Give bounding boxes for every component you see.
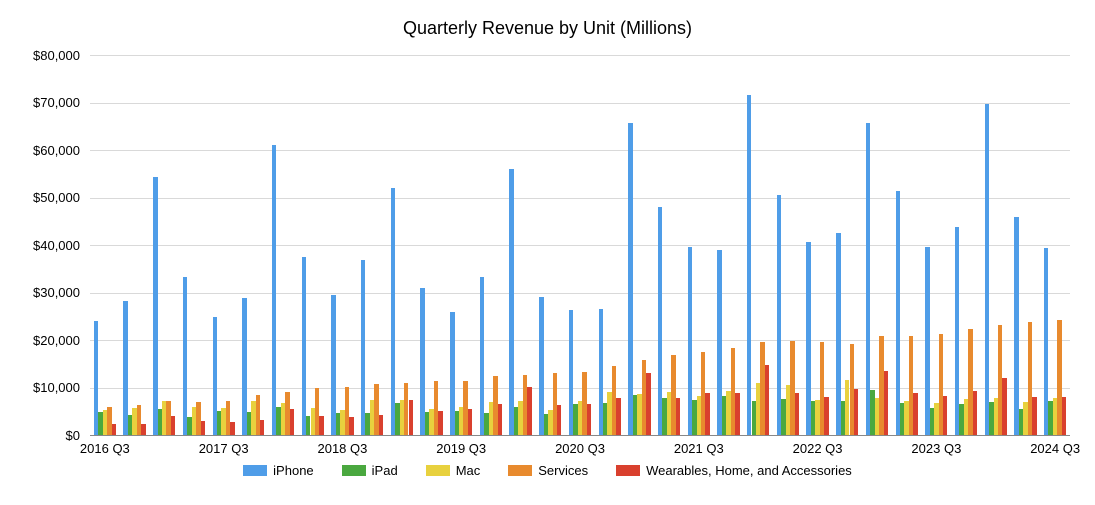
legend-swatch bbox=[508, 465, 532, 476]
legend-swatch bbox=[342, 465, 366, 476]
bar-wearables-home-and-accessories bbox=[557, 405, 561, 435]
legend-item: Wearables, Home, and Accessories bbox=[616, 463, 852, 478]
legend: iPhone iPad Mac Services Wearables, Home, an… bbox=[0, 463, 1095, 478]
legend-label: Wearables, Home, and Accessories bbox=[646, 463, 852, 478]
legend-item: iPhone bbox=[243, 463, 313, 478]
gridline bbox=[90, 340, 1070, 341]
gridline bbox=[90, 198, 1070, 199]
x-axis-label: 2018 Q3 bbox=[297, 441, 387, 456]
x-axis-label: 2023 Q3 bbox=[891, 441, 981, 456]
x-axis-label: 2022 Q3 bbox=[773, 441, 863, 456]
x-axis-label: 2024 Q3 bbox=[1010, 441, 1095, 456]
y-axis-label: $80,000 bbox=[0, 48, 80, 63]
bar-wearables-home-and-accessories bbox=[1032, 397, 1036, 435]
bar-iphone bbox=[747, 95, 751, 435]
legend-label: Services bbox=[538, 463, 588, 478]
bar-iphone bbox=[361, 260, 365, 435]
bar-wearables-home-and-accessories bbox=[646, 373, 650, 435]
bar-wearables-home-and-accessories bbox=[112, 424, 116, 435]
gridline bbox=[90, 293, 1070, 294]
bar-iphone bbox=[153, 177, 157, 435]
bar-wearables-home-and-accessories bbox=[498, 404, 502, 435]
bar-iphone bbox=[896, 191, 900, 435]
bar-wearables-home-and-accessories bbox=[913, 393, 917, 435]
gridline bbox=[90, 55, 1070, 56]
plot-area bbox=[90, 55, 1070, 436]
y-axis-label: $10,000 bbox=[0, 380, 80, 395]
bar-iphone bbox=[183, 277, 187, 435]
x-axis-label: 2016 Q3 bbox=[60, 441, 150, 456]
legend-item: Services bbox=[508, 463, 588, 478]
bar-wearables-home-and-accessories bbox=[587, 404, 591, 435]
x-axis-label: 2021 Q3 bbox=[654, 441, 744, 456]
y-axis-label: $70,000 bbox=[0, 95, 80, 110]
bar-wearables-home-and-accessories bbox=[705, 393, 709, 435]
bar-wearables-home-and-accessories bbox=[676, 398, 680, 435]
x-axis-label: 2020 Q3 bbox=[535, 441, 625, 456]
bar-wearables-home-and-accessories bbox=[765, 365, 769, 435]
gridline bbox=[90, 150, 1070, 151]
legend-label: iPad bbox=[372, 463, 398, 478]
chart-container: Quarterly Revenue by Unit (Millions) iPh… bbox=[0, 0, 1095, 505]
bar-wearables-home-and-accessories bbox=[824, 397, 828, 435]
bar-wearables-home-and-accessories bbox=[290, 409, 294, 435]
bar-iphone bbox=[509, 169, 513, 435]
bar-wearables-home-and-accessories bbox=[468, 409, 472, 435]
bar-wearables-home-and-accessories bbox=[171, 416, 175, 435]
x-axis-label: 2019 Q3 bbox=[416, 441, 506, 456]
legend-item: iPad bbox=[342, 463, 398, 478]
bar-iphone bbox=[391, 188, 395, 435]
gridline bbox=[90, 388, 1070, 389]
y-axis-label: $60,000 bbox=[0, 143, 80, 158]
bar-wearables-home-and-accessories bbox=[349, 417, 353, 435]
bar-wearables-home-and-accessories bbox=[438, 411, 442, 435]
legend-swatch bbox=[426, 465, 450, 476]
bar-wearables-home-and-accessories bbox=[141, 424, 145, 435]
legend-swatch bbox=[243, 465, 267, 476]
bar-iphone bbox=[1014, 217, 1018, 435]
bar-wearables-home-and-accessories bbox=[854, 389, 858, 435]
bar-wearables-home-and-accessories bbox=[795, 393, 799, 435]
chart-title: Quarterly Revenue by Unit (Millions) bbox=[0, 18, 1095, 39]
y-axis-label: $40,000 bbox=[0, 238, 80, 253]
bar-wearables-home-and-accessories bbox=[943, 396, 947, 435]
bar-iphone bbox=[302, 257, 306, 435]
bar-wearables-home-and-accessories bbox=[1062, 397, 1066, 435]
bar-wearables-home-and-accessories bbox=[616, 398, 620, 435]
y-axis-label: $50,000 bbox=[0, 190, 80, 205]
bar-wearables-home-and-accessories bbox=[409, 400, 413, 435]
bar-iphone bbox=[272, 145, 276, 435]
y-axis-label: $20,000 bbox=[0, 333, 80, 348]
bar-wearables-home-and-accessories bbox=[319, 416, 323, 435]
bar-iphone bbox=[480, 277, 484, 435]
bar-iphone bbox=[628, 123, 632, 435]
bar-wearables-home-and-accessories bbox=[735, 393, 739, 435]
bar-wearables-home-and-accessories bbox=[230, 422, 234, 435]
gridline bbox=[90, 103, 1070, 104]
bar-iphone bbox=[866, 123, 870, 435]
bar-wearables-home-and-accessories bbox=[260, 420, 264, 435]
bar-wearables-home-and-accessories bbox=[1002, 378, 1006, 435]
gridline bbox=[90, 245, 1070, 246]
bar-wearables-home-and-accessories bbox=[884, 371, 888, 435]
legend-item: Mac bbox=[426, 463, 481, 478]
y-axis-label: $30,000 bbox=[0, 285, 80, 300]
bar-wearables-home-and-accessories bbox=[201, 421, 205, 435]
bar-wearables-home-and-accessories bbox=[527, 387, 531, 435]
bar-wearables-home-and-accessories bbox=[973, 391, 977, 435]
legend-label: iPhone bbox=[273, 463, 313, 478]
legend-swatch bbox=[616, 465, 640, 476]
bar-iphone bbox=[985, 104, 989, 435]
legend-label: Mac bbox=[456, 463, 481, 478]
bar-wearables-home-and-accessories bbox=[379, 415, 383, 435]
x-axis-label: 2017 Q3 bbox=[179, 441, 269, 456]
